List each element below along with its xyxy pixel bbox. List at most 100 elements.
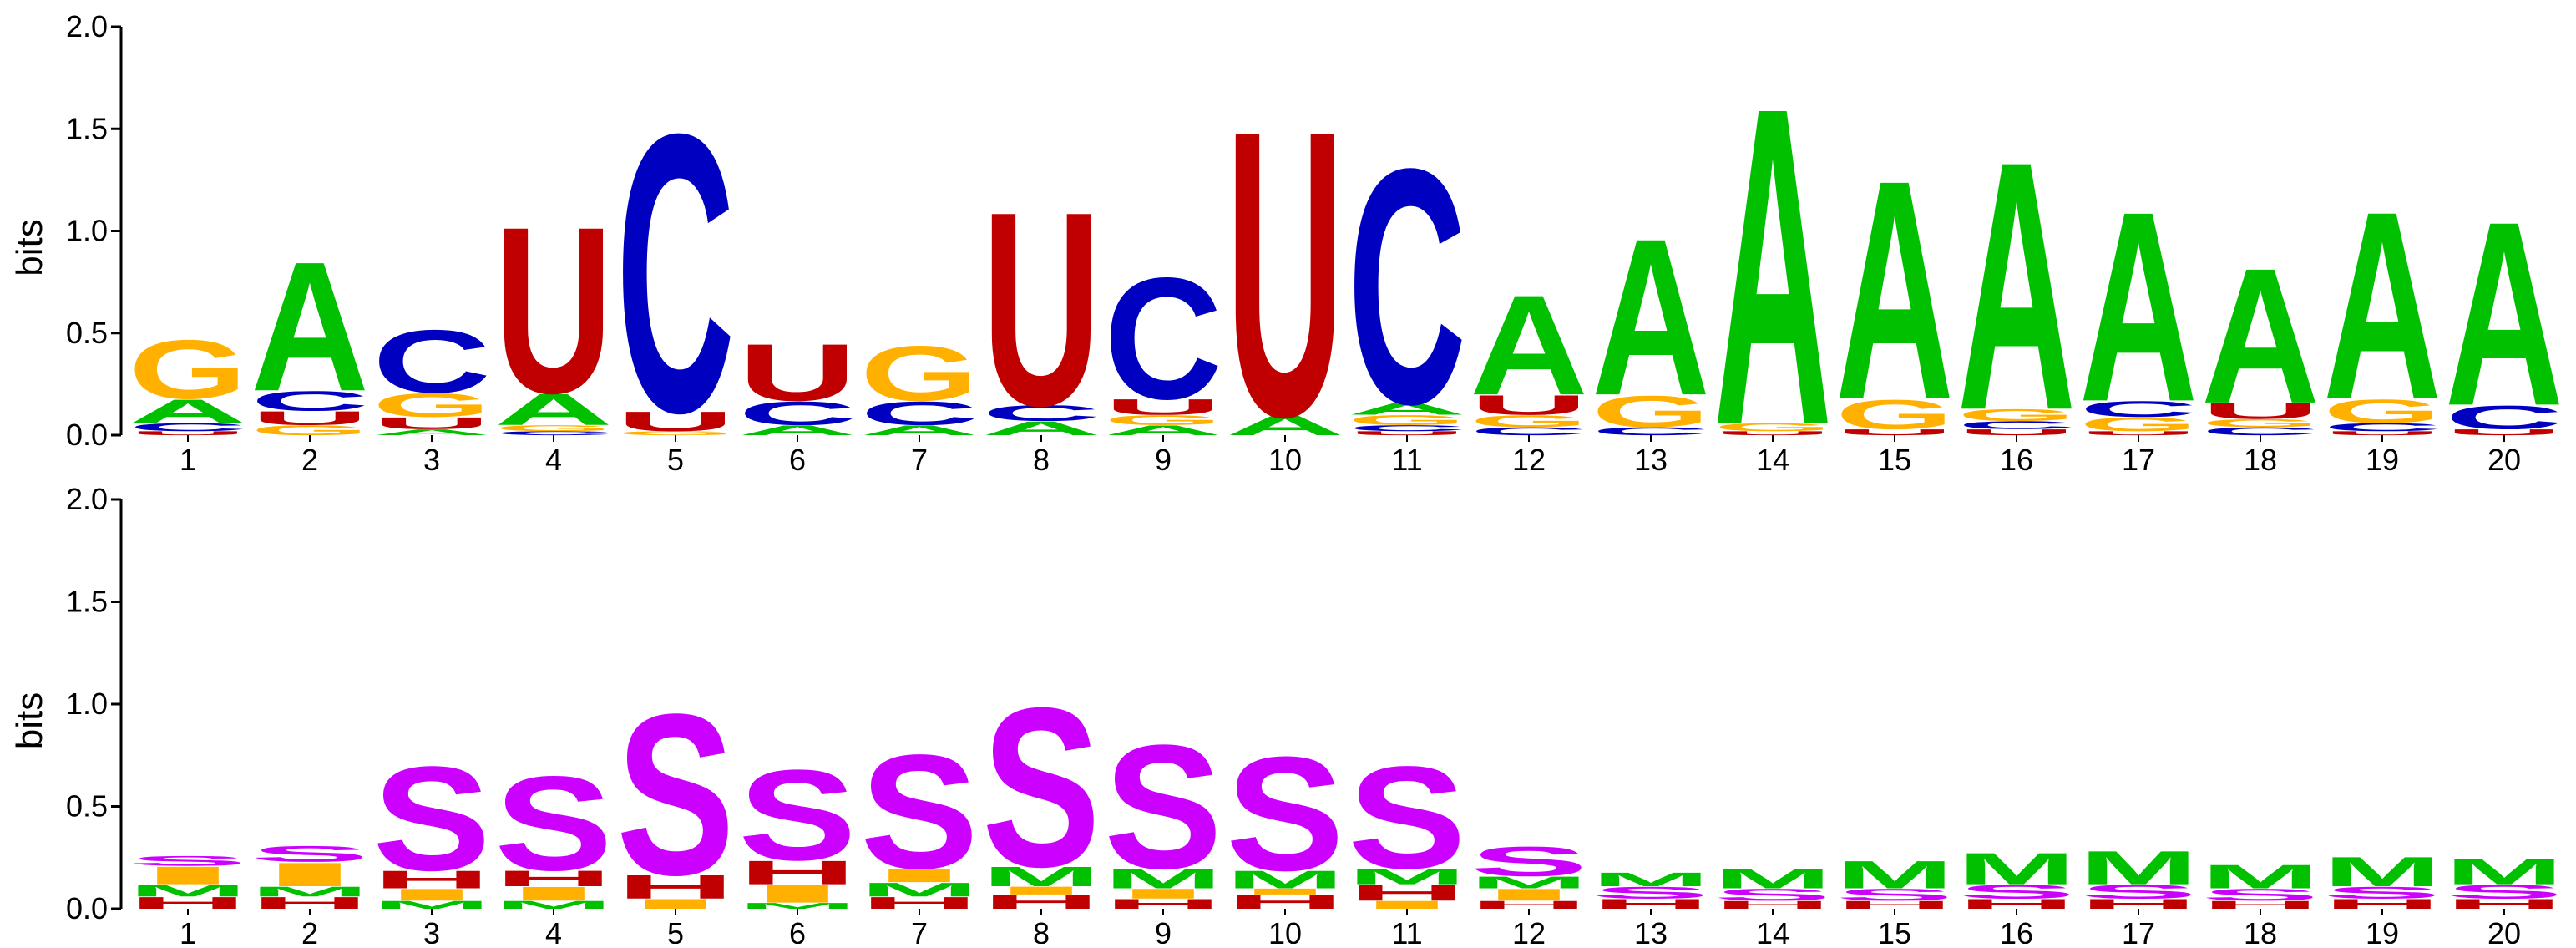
logo-letter-u: U (129, 430, 247, 436)
x-tick-label: 13 (1634, 443, 1668, 477)
logo-letter-u: U (1835, 428, 1954, 437)
x-tick-label: 10 (1268, 443, 1302, 477)
logo-letter-h: H (616, 869, 735, 906)
x-tick-label: 5 (667, 443, 684, 477)
logo-letter-a: A (494, 384, 613, 434)
x-tick-label: 16 (2000, 443, 2033, 477)
logo-letter-m: M (1835, 853, 1954, 896)
x-tick-label: 11 (1391, 443, 1422, 477)
logo-letter-h: H (1470, 899, 1588, 911)
y-tick-label: 0.5 (66, 789, 108, 824)
logo-letter-m: M (1592, 869, 1710, 890)
logo-column: CGA (1592, 191, 1710, 442)
logo-letter-m: M (982, 861, 1101, 892)
logo-letter-a: A (372, 428, 491, 437)
x-tick-label: 4 (545, 443, 562, 477)
logo-letter-u: U (1470, 389, 1588, 421)
x-tick-label: 19 (2366, 443, 2399, 477)
logo-letter-u: U (2201, 398, 2320, 423)
logo-column: ACG (860, 330, 979, 439)
logo-letter-a: A (1104, 423, 1222, 439)
logo-letter-s: S (860, 721, 979, 903)
logo-letter-s: S (1957, 881, 2076, 903)
logo-letter-i: I (372, 885, 491, 905)
logo-column: ACU (982, 154, 1101, 464)
logo-letter-m: M (1348, 864, 1466, 889)
x-tick-label: 10 (1268, 916, 1302, 944)
logo-letter-h: H (1713, 899, 1832, 911)
logo-letter-c: C (372, 312, 491, 412)
logo-letter-i: I (494, 883, 613, 905)
logo-letter-i: I (1348, 899, 1466, 911)
logo-letter-h: H (494, 866, 613, 891)
x-tick-label: 12 (1512, 916, 1546, 944)
logo-letter-m: M (1226, 865, 1344, 894)
y-tick-label: 2.0 (66, 482, 108, 516)
logo-letter-c: C (1348, 100, 1466, 474)
x-tick-label: 18 (2244, 916, 2277, 944)
x-tick-label: 13 (1634, 916, 1668, 944)
logo-letter-u: U (1104, 394, 1222, 419)
logo-letter-a: A (1957, 88, 2076, 484)
logo-column: HSM (2323, 848, 2442, 911)
logo-letter-g: G (1592, 387, 1710, 437)
logo-letter-c: C (738, 395, 857, 433)
logo-letter-c: C (251, 385, 369, 417)
logo-letter-a: A (2079, 155, 2198, 458)
logo-letter-g: G (251, 423, 369, 439)
logo-letter-h: H (1592, 896, 1710, 912)
x-tick-label: 9 (1155, 916, 1172, 944)
logo-letter-h: H (129, 894, 247, 913)
logo-letter-m: M (2445, 851, 2563, 892)
logo-letter-h: H (1348, 880, 1466, 905)
logo-letter-m: M (2201, 858, 2320, 895)
x-tick-label: 7 (911, 916, 928, 944)
logo-letter-c: C (860, 395, 979, 433)
y-axis-title: bits (9, 692, 50, 749)
logo-letter-m: M (1104, 863, 1222, 894)
logo-letter-u: U (2445, 428, 2563, 437)
logo-letter-u: U (1957, 428, 2076, 437)
x-tick-label: 9 (1155, 443, 1172, 477)
x-tick-label: 20 (2487, 443, 2521, 477)
logo-letter-s: S (2079, 881, 2198, 903)
logo-letter-m: M (494, 899, 613, 911)
x-tick-label: 4 (545, 916, 562, 944)
logo-column: HSM (2201, 858, 2320, 910)
logo-letter-s: S (1592, 884, 1710, 903)
logo-letter-c: C (1470, 425, 1588, 438)
logo-letter-c: C (1592, 425, 1710, 438)
y-axis-title: bits (9, 219, 50, 276)
x-tick-label: 17 (2122, 916, 2155, 944)
logo-letter-u: U (1713, 430, 1832, 436)
logo-letter-s: S (738, 744, 857, 888)
x-tick-label: 15 (1878, 916, 1911, 944)
x-tick-label: 7 (911, 443, 928, 477)
logo-letter-h: H (251, 894, 369, 913)
logo-letter-a: A (1592, 191, 1710, 442)
logo-letter-i: I (1226, 887, 1344, 896)
logo-letter-a: A (129, 393, 247, 430)
x-tick-label: 11 (1391, 916, 1422, 944)
x-tick-label: 12 (1512, 443, 1546, 477)
logo-column: UGA (1713, 14, 1832, 520)
logo-letter-c: C (2201, 425, 2320, 438)
logo-letter-m: M (860, 879, 979, 900)
logo-column: HSM (1957, 844, 2076, 911)
logo-letter-g: G (2201, 417, 2320, 429)
logo-letter-m: M (372, 899, 491, 911)
logo-letter-h: H (2201, 899, 2320, 911)
logo-letter-c: C (982, 401, 1101, 426)
logo-letter-h: H (2079, 896, 2198, 912)
logo-letter-a: A (982, 418, 1101, 439)
logo-column: AU (1226, 45, 1344, 501)
